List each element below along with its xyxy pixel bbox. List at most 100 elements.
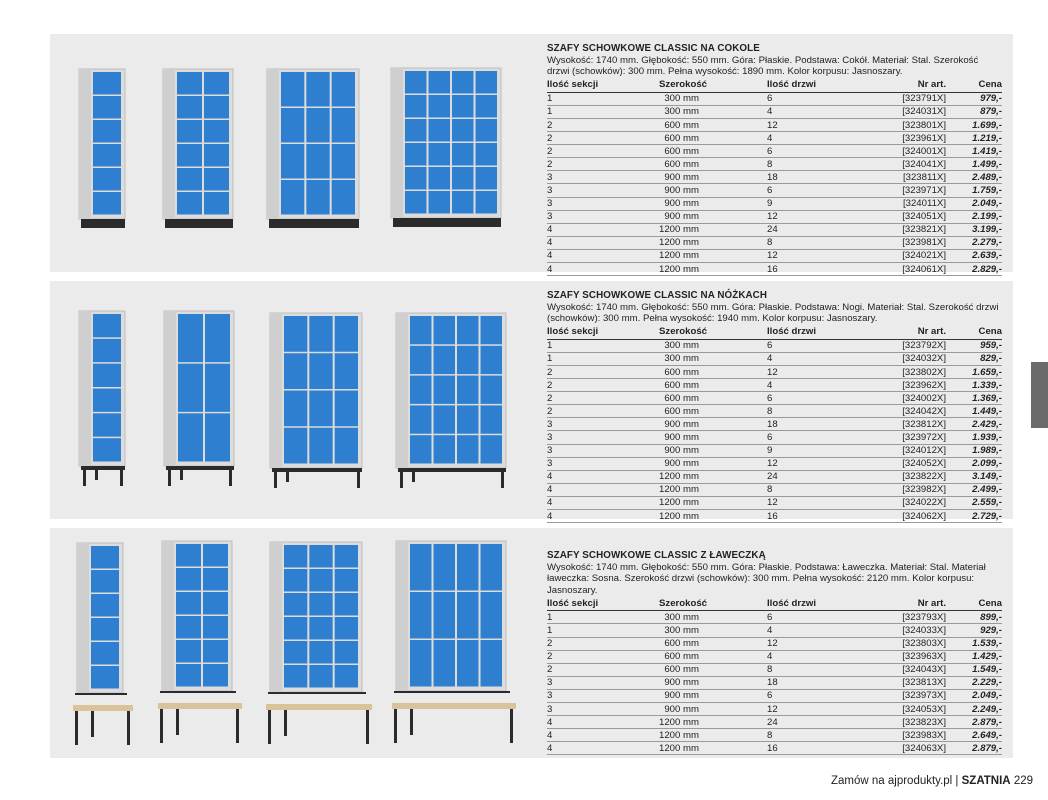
- bench-leg: [394, 709, 397, 743]
- cell-price: 2.049,-: [954, 689, 1002, 704]
- cell-art: [323963X]: [877, 650, 954, 664]
- locker-door: [334, 569, 358, 592]
- cell-sections: 3: [547, 417, 607, 432]
- locker-side: [79, 69, 91, 219]
- cell-art: [324012X]: [877, 444, 954, 458]
- locker-door: [433, 435, 455, 464]
- locker-door: [457, 640, 479, 687]
- cell-sections: 2: [547, 365, 607, 380]
- cell-sections: 3: [547, 676, 607, 690]
- table-row: 1 300 mm 6 [323791X] 979,-: [547, 92, 1002, 106]
- cell-art: [323981X]: [877, 236, 954, 250]
- locker-door: [176, 568, 201, 591]
- locker-leg: [83, 466, 86, 486]
- cell-sections: 4: [547, 223, 607, 237]
- cell-doors: 16: [767, 509, 877, 524]
- locker-leg: [400, 468, 403, 488]
- locker-door: [457, 435, 479, 464]
- cell-doors: 18: [767, 676, 877, 690]
- cell-sections: 3: [547, 197, 607, 211]
- cell-doors: 8: [767, 404, 877, 419]
- cell-sections: 1: [547, 352, 607, 366]
- locker-door: [306, 144, 330, 179]
- cell-price: 979,-: [954, 92, 1002, 106]
- col-sections: Ilość sekcji: [547, 325, 607, 340]
- table-row: 2 600 mm 8 [324043X] 1.549,-: [547, 663, 1002, 677]
- table-row: 4 1200 mm 8 [323983X] 2.649,-: [547, 728, 1002, 743]
- cell-width: 900 mm: [607, 702, 767, 717]
- cell-price: 1.759,-: [954, 183, 1002, 198]
- cell-doors: 6: [767, 144, 877, 159]
- cell-sections: 4: [547, 715, 607, 730]
- cell-sections: 4: [547, 249, 607, 264]
- locker-door: [480, 592, 502, 639]
- cell-width: 600 mm: [607, 391, 767, 406]
- table-row: 2 600 mm 6 [324002X] 1.369,-: [547, 391, 1002, 406]
- locker-door: [93, 363, 121, 387]
- locker-door: [405, 119, 427, 142]
- locker-door: [204, 168, 229, 191]
- cell-doors: 9: [767, 197, 877, 211]
- locker-door: [284, 545, 308, 568]
- cell-price: 929,-: [954, 623, 1002, 638]
- cell-sections: 4: [547, 483, 607, 497]
- footer-text[interactable]: Zamów na ajprodukty.pl: [830, 775, 953, 787]
- cell-doors: 12: [767, 118, 877, 133]
- locker-door: [428, 119, 450, 142]
- locker-door: [309, 390, 333, 427]
- locker-door: [428, 167, 450, 190]
- section-description: Wysokość: 1740 mm. Głębokość: 550 mm. Gó…: [547, 301, 999, 325]
- section-tab-marker: [1031, 362, 1048, 428]
- locker-leg: [274, 468, 277, 488]
- locker-door: [480, 435, 502, 464]
- locker-door: [93, 96, 121, 119]
- locker-door: [480, 316, 502, 345]
- locker-door: [410, 592, 432, 639]
- cell-width: 600 mm: [607, 144, 767, 159]
- cell-art: [324042X]: [877, 404, 954, 419]
- cell-width: 600 mm: [607, 378, 767, 393]
- locker-illustrations-plinth: [78, 67, 502, 228]
- cell-art: [324063X]: [877, 741, 954, 756]
- cell-sections: 2: [547, 650, 607, 664]
- table-row: 4 1200 mm 24 [323823X] 2.879,-: [547, 715, 1002, 730]
- cell-price: 1.699,-: [954, 118, 1002, 133]
- cell-price: 1.939,-: [954, 430, 1002, 445]
- cell-sections: 4: [547, 262, 607, 277]
- locker-frame: [272, 468, 362, 472]
- locker-door: [204, 120, 229, 143]
- cell-sections: 2: [547, 663, 607, 677]
- cell-width: 300 mm: [607, 92, 767, 106]
- section-title: SZAFY SCHOWKOWE CLASSIC NA COKOLE: [547, 43, 760, 54]
- table-row: 2 600 mm 8 [324042X] 1.449,-: [547, 404, 1002, 419]
- cell-doors: 24: [767, 715, 877, 730]
- locker-door: [457, 592, 479, 639]
- locker-door: [281, 108, 305, 143]
- cell-art: [324051X]: [877, 210, 954, 224]
- cell-width: 1200 mm: [607, 236, 767, 250]
- product-info: SZAFY SCHOWKOWE CLASSIC NA COKOLE Wysoko…: [547, 43, 1002, 277]
- cell-doors: 8: [767, 157, 877, 172]
- locker-door: [405, 191, 427, 214]
- locker-frame: [81, 466, 125, 470]
- cell-doors: 12: [767, 496, 877, 511]
- locker-leg: [412, 468, 415, 482]
- locker-door: [428, 71, 450, 94]
- table-row: 3 900 mm 18 [323812X] 2.429,-: [547, 417, 1002, 432]
- cell-price: 2.489,-: [954, 170, 1002, 185]
- cell-width: 900 mm: [607, 183, 767, 198]
- cell-art: [323803X]: [877, 637, 954, 651]
- locker-door: [93, 413, 121, 437]
- locker-side: [396, 313, 408, 468]
- locker-door: [480, 375, 502, 404]
- locker-door: [93, 72, 121, 95]
- col-sections: Ilość sekcji: [547, 78, 607, 93]
- locker-door: [410, 435, 432, 464]
- cell-art: [323811X]: [877, 170, 954, 185]
- locker-door: [309, 569, 333, 592]
- cell-sections: 2: [547, 637, 607, 651]
- cell-price: 2.499,-: [954, 483, 1002, 497]
- cell-width: 600 mm: [607, 637, 767, 651]
- locker-door: [203, 664, 228, 687]
- cell-width: 1200 mm: [607, 741, 767, 756]
